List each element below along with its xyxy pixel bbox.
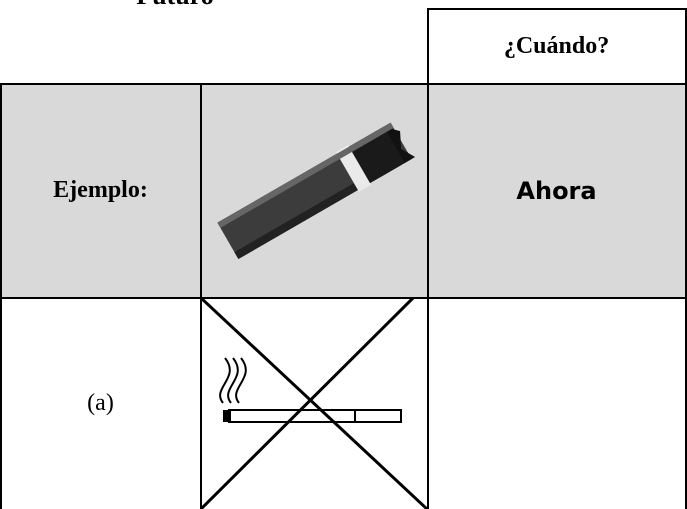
border	[0, 83, 687, 85]
title: Futuro	[110, 0, 240, 11]
row-label: Ejemplo:	[53, 177, 148, 203]
when-cell: Ahora	[516, 176, 597, 205]
border	[0, 83, 2, 509]
cigarette-image	[217, 122, 416, 260]
border	[685, 8, 687, 509]
column-header: ¿Cuándo?	[503, 32, 610, 59]
border	[0, 297, 687, 299]
no-smoking-image	[201, 298, 427, 509]
row-label: (a)	[87, 390, 114, 416]
border	[427, 8, 429, 509]
border	[427, 8, 687, 10]
border	[200, 83, 202, 509]
